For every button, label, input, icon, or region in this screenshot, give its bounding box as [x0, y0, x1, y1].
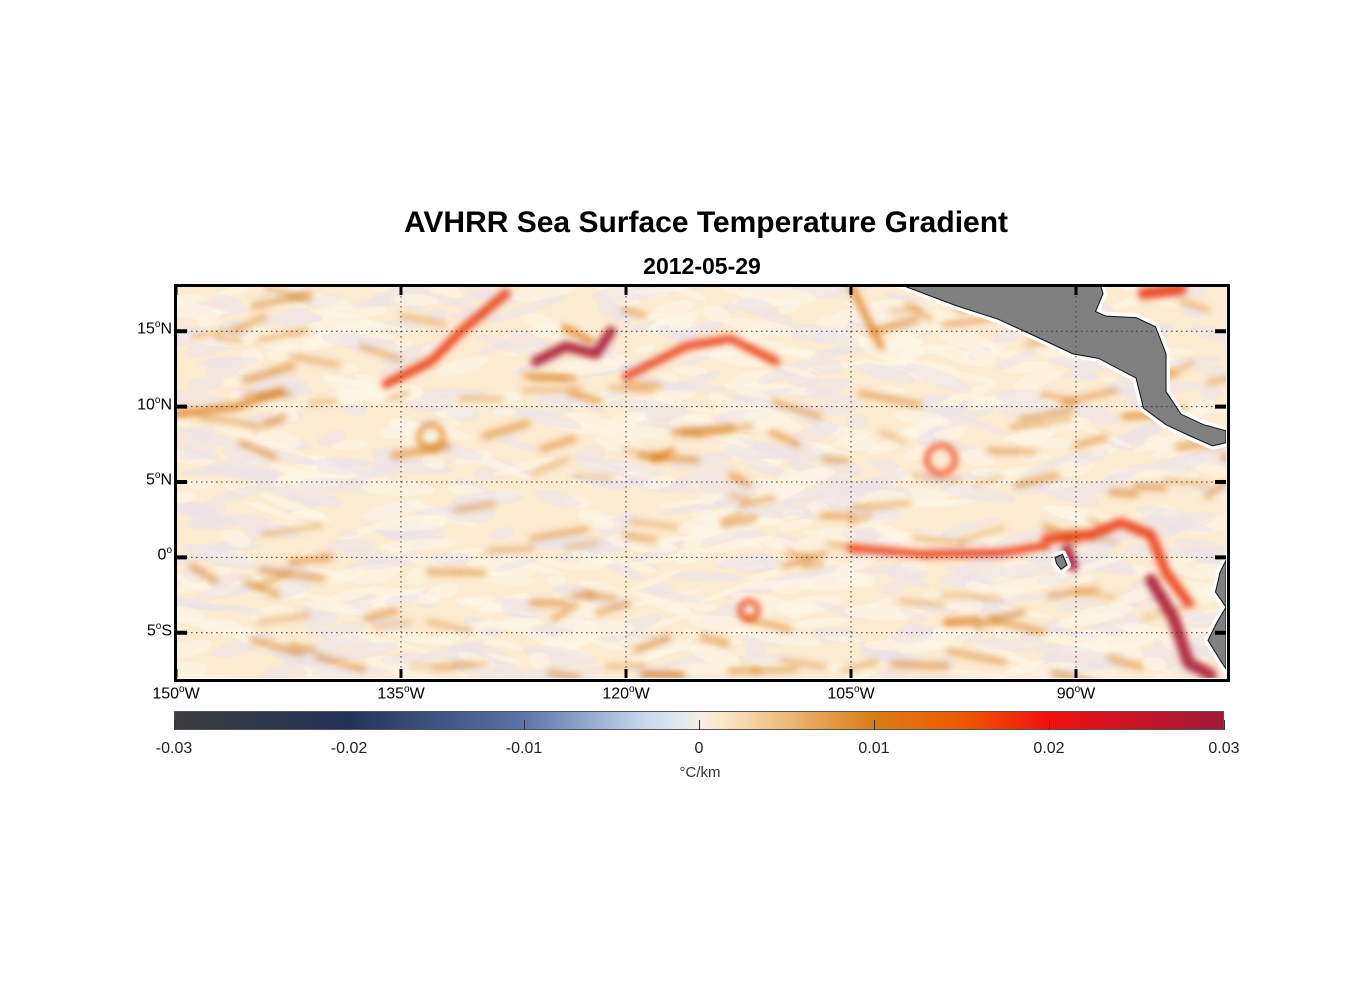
land-central-america [902, 286, 1226, 447]
degree-symbol: o [179, 684, 185, 695]
chart-title: AVHRR Sea Surface Temperature Gradient [403, 206, 1009, 239]
y-tick-label: 10oN [112, 395, 172, 414]
y-tick-value: 10 [137, 395, 155, 413]
degree-symbol: o [154, 394, 161, 406]
degree-symbol: o [1074, 684, 1081, 695]
degree-symbol: o [154, 470, 161, 481]
x-tick-label: 135oW [361, 684, 441, 703]
x-tick-hemisphere: W [409, 685, 425, 703]
y-tick-hemisphere: N [160, 395, 172, 413]
map-overlay [176, 286, 1226, 678]
x-tick-hemisphere: W [634, 685, 650, 703]
y-tick-hemisphere: N [160, 320, 172, 338]
colorbar-tick [874, 720, 875, 730]
x-tick-value: 90 [1056, 685, 1075, 703]
degree-symbol: o [629, 684, 635, 695]
colorbar-tick-label: -0.01 [505, 740, 543, 757]
x-tick-label: 105oW [811, 684, 891, 703]
y-tick-hemisphere: N [160, 471, 172, 489]
colorbar-tick-label: 0.01 [858, 740, 890, 757]
y-tick-hemisphere: S [161, 622, 172, 640]
degree-symbol: o [166, 545, 172, 557]
colorbar-tick-label: -0.02 [330, 740, 368, 757]
colorbar-tick [174, 720, 175, 730]
y-tick-label: 15oN [112, 319, 172, 338]
degree-symbol: o [154, 319, 161, 331]
land-galapagos [1054, 553, 1068, 571]
degree-symbol: o [155, 620, 162, 632]
x-tick-label: 120oW [586, 684, 666, 703]
degree-symbol: o [854, 684, 860, 695]
x-tick-hemisphere: W [1080, 685, 1096, 703]
colorbar-tick-label: 0.02 [1033, 740, 1065, 757]
y-tick-value: 5 [146, 622, 156, 640]
chart-subtitle: 2012-05-29 [643, 253, 761, 279]
colorbar-units: °C/km [679, 764, 721, 781]
x-tick-value: 105 [827, 685, 855, 703]
x-tick-hemisphere: W [184, 685, 200, 703]
y-tick-value: 15 [137, 320, 155, 338]
colorbar-tick [1049, 720, 1050, 730]
colorbar-tick [699, 720, 700, 730]
colorbar-tick [1224, 720, 1225, 730]
colorbar-tick [524, 720, 525, 730]
colorbar-tick [349, 720, 350, 730]
y-tick-label: 0o [112, 545, 172, 564]
x-tick-value: 120 [602, 685, 630, 703]
y-tick-label: 5oS [112, 621, 172, 640]
land-south-america [1207, 560, 1226, 670]
x-tick-hemisphere: W [859, 685, 875, 703]
x-tick-label: 150oW [136, 684, 216, 703]
y-tick-value: 5 [145, 471, 155, 489]
y-tick-label: 5oN [112, 470, 172, 489]
x-tick-label: 90oW [1036, 684, 1116, 703]
colorbar-tick-label: -0.03 [155, 740, 193, 757]
colorbar-tick-label: 0 [694, 740, 704, 757]
x-tick-value: 150 [152, 685, 180, 703]
y-tick-value: 0 [157, 546, 167, 564]
colorbar-tick-label: 0.03 [1208, 740, 1240, 757]
x-tick-value: 135 [377, 685, 405, 703]
degree-symbol: o [404, 684, 410, 695]
